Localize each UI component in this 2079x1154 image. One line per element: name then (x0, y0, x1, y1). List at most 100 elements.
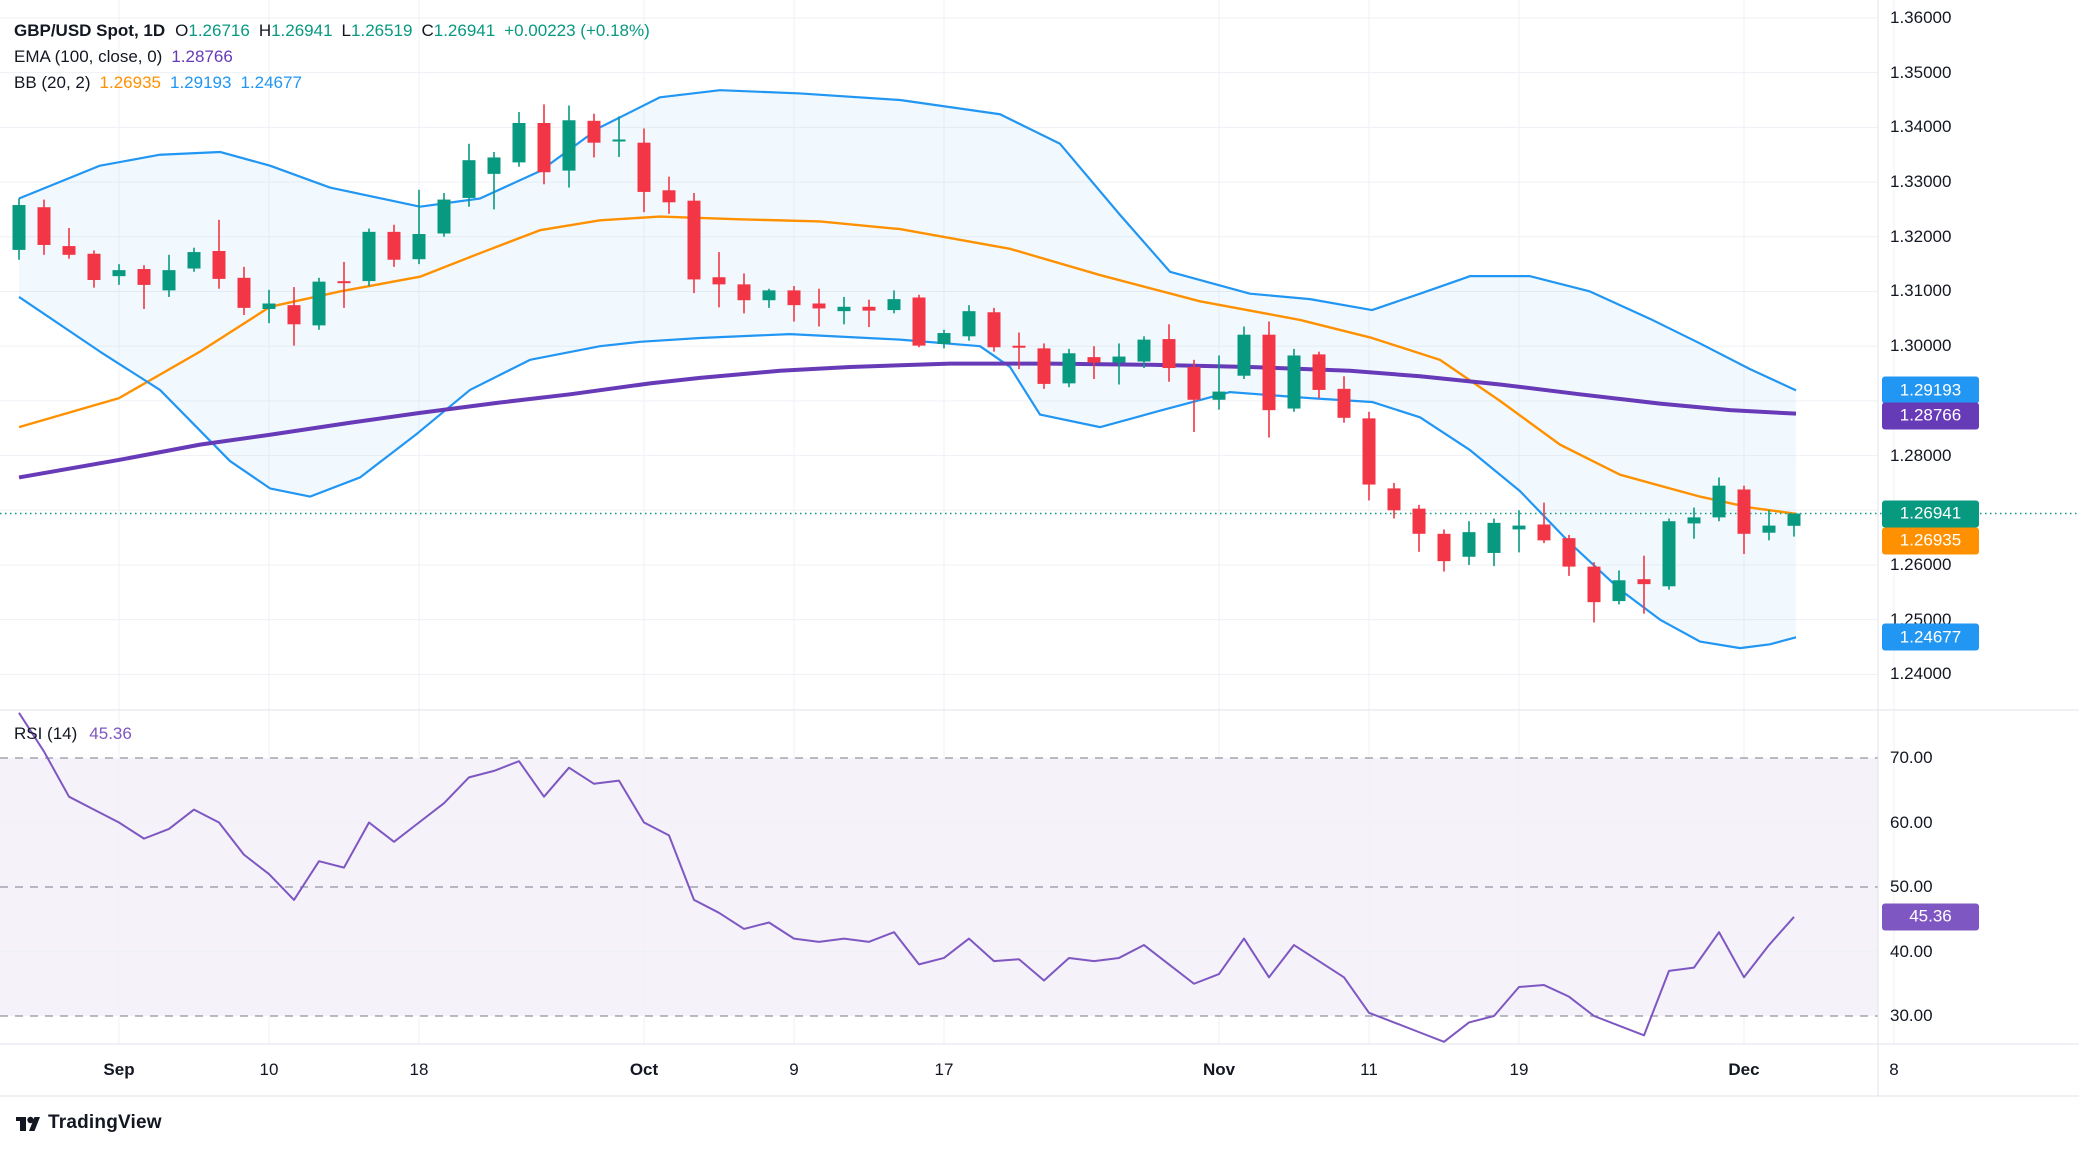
last-price-badge: 1.26941 (1882, 500, 1979, 527)
time-axis-label: 8 (1889, 1060, 1899, 1079)
ema100-line (18, 361, 1797, 480)
time-axis-label: Oct (629, 1060, 659, 1079)
time-axis-label: 19 (1509, 1060, 1529, 1079)
time-axis-label: 17 (934, 1060, 954, 1079)
candle-body (62, 246, 76, 255)
time-axis-label: 11 (1360, 1060, 1378, 1079)
candle-body (662, 190, 676, 203)
ema-label: EMA (100, close, 0) (14, 47, 163, 66)
candle-body (862, 306, 876, 311)
candle-body (1162, 339, 1176, 369)
candle-body (1037, 348, 1051, 384)
price-axis-label: 1.31000 (1890, 281, 1952, 301)
candle-body (187, 252, 201, 269)
candle-body (1362, 418, 1376, 485)
candle-body (1637, 579, 1651, 585)
candle-body (1437, 533, 1451, 562)
legend-symbol-row[interactable]: GBP/USD Spot, 1D O 1.26716 H 1.26941 L 1.26… (14, 18, 650, 44)
rsi-axis-label: 60.00 (1890, 812, 1933, 832)
time-axis-label: 9 (789, 1060, 799, 1079)
candle-body (1487, 522, 1501, 553)
tradingview-logo-icon (16, 1116, 40, 1131)
bb-upper-value: 1.29193 (170, 73, 232, 92)
price-axis-label: 1.34000 (1890, 117, 1952, 137)
rsi-value-badge: 45.36 (1882, 903, 1979, 931)
legend-bb-row[interactable]: BB (20, 2) 1.26935 1.29193 1.24677 (14, 70, 650, 96)
main-legend: GBP/USD Spot, 1D O 1.26716 H 1.26941 L 1.26… (14, 18, 650, 96)
candle-body (1737, 489, 1751, 534)
candle-body (1312, 354, 1326, 390)
candle-body (137, 269, 151, 285)
low-value: 1.26519 (351, 21, 413, 40)
candle-body (1012, 345, 1026, 348)
candle-body (1712, 485, 1726, 518)
low-label: L (341, 21, 352, 40)
candle-body (787, 290, 801, 306)
ema-value: 1.28766 (171, 47, 233, 66)
candle-body (1337, 388, 1351, 418)
candle-body (912, 297, 926, 346)
rsi-axis-label: 30.00 (1890, 1006, 1933, 1025)
candle-body (1237, 334, 1251, 376)
close-label: C (421, 21, 434, 40)
candle-body (312, 281, 326, 326)
bb-lower-badge: 1.24677 (1882, 623, 1979, 651)
bb-upper-line (18, 89, 1797, 392)
candle-body (1687, 517, 1701, 524)
candle-body (1387, 488, 1401, 511)
candle-body (1087, 357, 1101, 363)
rsi-line (18, 712, 1795, 1043)
candle-body (1562, 538, 1576, 567)
candle-body (637, 142, 651, 192)
candle-body (812, 303, 826, 309)
high-label: H (258, 21, 272, 40)
candle-body (287, 305, 301, 325)
time-axis-label: Sep (103, 1060, 135, 1079)
price-axis-label: 1.28000 (1890, 445, 1952, 465)
rsi-axis-label: 40.00 (1890, 941, 1933, 961)
time-axis-label: 18 (409, 1060, 429, 1079)
candle-body (562, 120, 576, 171)
candle-body (762, 290, 776, 301)
open-label: O (175, 21, 189, 40)
candle-body (512, 122, 526, 163)
legend-ema-row[interactable]: EMA (100, close, 0) 1.28766 (14, 44, 650, 70)
bb-lower-value: 1.24677 (240, 73, 302, 92)
candle-body (212, 250, 226, 279)
candle-body (412, 234, 426, 260)
price-axis-label: 1.30000 (1890, 336, 1952, 356)
candle-body (1287, 355, 1301, 409)
candle-body (37, 207, 51, 245)
candle-body (162, 270, 176, 291)
candle-body (487, 157, 501, 174)
bb-lower-line (18, 296, 1797, 650)
bb-basis-value: 1.26935 (99, 73, 161, 92)
candle-body (1212, 391, 1226, 400)
time-axis-label: 10 (259, 1060, 279, 1079)
candle-body (1412, 508, 1426, 534)
price-axis-label: 1.33000 (1890, 172, 1952, 192)
brand-name: TradingView (48, 1112, 162, 1133)
candle-body (612, 139, 626, 142)
ema100-badge: 1.28766 (1882, 402, 1979, 430)
time-axis-label: Nov (1202, 1060, 1236, 1079)
bb-label: BB (20, 2) (14, 73, 91, 92)
candle-body (937, 333, 951, 344)
candle-body (962, 311, 976, 337)
candle-body (887, 299, 901, 311)
rsi-axis-label: 70.00 (1890, 748, 1933, 767)
close-value: 1.26941 (433, 21, 496, 40)
candle-body (837, 306, 851, 312)
rsi-axis-label: 50.00 (1890, 877, 1933, 896)
candle-body (12, 205, 26, 250)
rsi-legend[interactable]: RSI (14) 45.36 (14, 722, 132, 746)
candle-body (362, 231, 376, 282)
candle-body (1787, 513, 1801, 526)
candle-body (112, 270, 126, 277)
candle-body (262, 303, 276, 309)
open-value: 1.26716 (188, 21, 250, 40)
price-axis-label: 1.24000 (1890, 664, 1952, 684)
price-axis-label: 1.36000 (1890, 7, 1952, 27)
tradingview-logo[interactable]: TradingView (14, 1110, 162, 1136)
